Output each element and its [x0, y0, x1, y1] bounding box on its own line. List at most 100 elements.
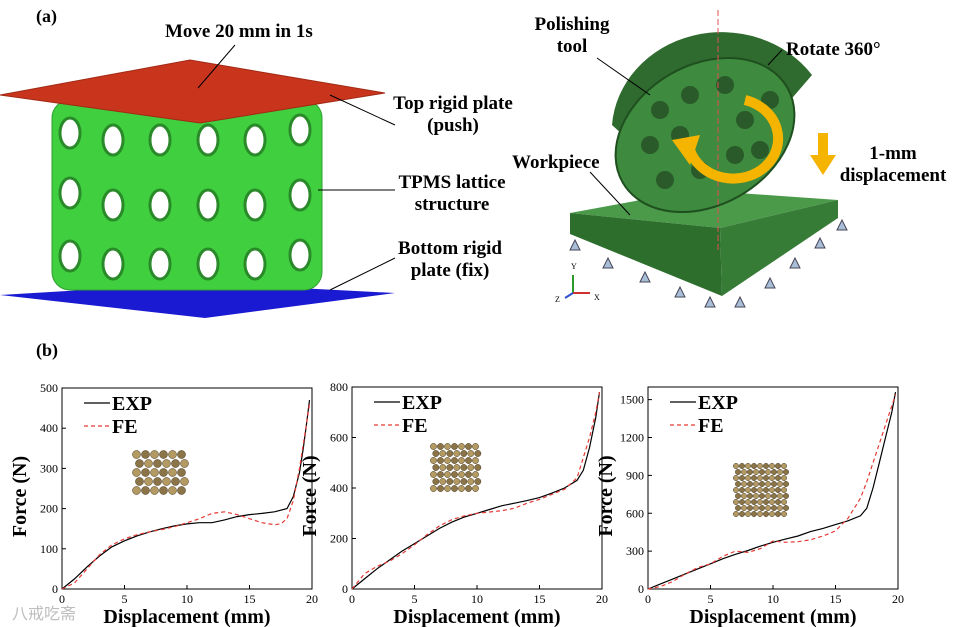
x-tick-label: 5 — [708, 592, 714, 606]
lattice-cell — [460, 450, 468, 457]
x-tick-label: 15 — [534, 592, 546, 606]
lattice-cell — [465, 457, 472, 464]
x-tick-label: 10 — [181, 592, 193, 606]
lattice-cell — [775, 463, 781, 469]
lattice-cell — [741, 469, 747, 475]
lattice-cell — [783, 469, 789, 475]
lattice-cell — [474, 478, 482, 485]
lattice-cell — [765, 505, 771, 511]
lattice-cell — [745, 499, 751, 505]
lattice-cell — [444, 485, 451, 492]
lattice-cell — [177, 468, 186, 477]
lattice-cell — [765, 469, 771, 475]
bottom-plate-label: Bottom rigid plate (fix) — [398, 238, 502, 281]
lattice-cell — [769, 475, 775, 481]
lattice-cell — [781, 487, 787, 493]
lattice-cell — [775, 499, 781, 505]
series-line-exp — [61, 400, 311, 590]
legend-label-fe: FE — [698, 415, 724, 437]
legend-label-exp: EXP — [402, 392, 442, 414]
lattice-cell — [753, 505, 759, 511]
y-tick-label: 600 — [626, 506, 644, 520]
y-tick-label: 200 — [330, 532, 348, 546]
lattice-cell — [751, 511, 757, 517]
x-tick-label: 0 — [59, 592, 65, 606]
lattice-cell — [753, 481, 759, 487]
lattice-cell — [153, 459, 162, 468]
lattice-cell — [430, 485, 437, 492]
watermark: 八戒吃斋 — [12, 604, 77, 623]
series-line-exp — [351, 392, 601, 590]
lattice-cell — [745, 487, 751, 493]
lattice-cell — [735, 505, 741, 511]
panel-a-illustration: Y Z X — [0, 10, 848, 318]
lattice-cell — [430, 457, 437, 464]
lattice-cell — [467, 478, 475, 485]
svg-text:Z: Z — [555, 295, 560, 304]
lattice-cell — [771, 469, 777, 475]
series-line-fe — [351, 391, 601, 590]
lattice-cell — [159, 486, 168, 495]
svg-text:Y: Y — [571, 262, 577, 271]
lattice-cell — [781, 511, 787, 517]
lattice-cell — [757, 463, 763, 469]
lattice-cell — [735, 481, 741, 487]
lattice-cell — [747, 493, 753, 499]
lattice-cell — [150, 486, 159, 495]
lattice-cell — [759, 505, 765, 511]
y-tick-label: 0 — [342, 582, 348, 596]
lattice-cell — [777, 505, 783, 511]
displacement-label: 1-mm displacement — [839, 143, 947, 186]
lattice-cell — [747, 505, 753, 511]
lattice-cell — [177, 450, 186, 459]
lattice-cell — [775, 487, 781, 493]
lattice-cell — [430, 471, 437, 478]
lattice-cell — [439, 478, 447, 485]
panel-a-tag: (a) — [36, 6, 57, 26]
lattice-cell — [458, 471, 465, 478]
y-axis-title: Force (N) — [595, 455, 617, 536]
lattice-cell — [753, 469, 759, 475]
series-line-fe — [61, 404, 311, 590]
lattice-cell — [753, 493, 759, 499]
y-tick-label: 0 — [52, 582, 58, 596]
lattice-cell — [444, 457, 451, 464]
lattice-cell — [168, 450, 177, 459]
lattice-cell — [733, 463, 739, 469]
lattice-cell — [745, 463, 751, 469]
lattice-cell — [769, 499, 775, 505]
x-tick-label: 5 — [122, 592, 128, 606]
lattice-cell — [439, 450, 447, 457]
move-label: Move 20 mm in 1s — [165, 21, 313, 42]
lattice-cell — [751, 463, 757, 469]
lattice-cell — [465, 471, 472, 478]
lattice-cell — [777, 469, 783, 475]
lattice-cell — [783, 481, 789, 487]
legend-label-exp: EXP — [112, 393, 152, 415]
lattice-cell — [444, 471, 451, 478]
lattice-cell — [159, 450, 168, 459]
tpms-lattice — [51, 99, 323, 291]
y-axis-title: Force (N) — [9, 456, 31, 537]
legend-label-exp: EXP — [698, 392, 738, 414]
lattice-cell — [171, 459, 180, 468]
coordinate-triad: Y Z X — [555, 262, 600, 304]
lattice-cell — [775, 475, 781, 481]
lattice-cell — [781, 463, 787, 469]
lattice-cube-inset — [733, 463, 789, 517]
legend-label-fe: FE — [112, 416, 138, 438]
lattice-cell — [733, 475, 739, 481]
x-tick-label: 5 — [412, 592, 418, 606]
x-tick-label: 20 — [596, 592, 608, 606]
lattice-cell — [474, 450, 482, 457]
y-tick-label: 0 — [638, 582, 644, 596]
lattice-cell — [451, 457, 458, 464]
x-tick-label: 20 — [892, 592, 904, 606]
lattice-cell — [763, 499, 769, 505]
lattice-cell — [135, 477, 144, 486]
lattice-cell — [144, 477, 153, 486]
y-tick-label: 400 — [40, 421, 58, 435]
x-tick-label: 20 — [306, 592, 318, 606]
lattice-cell — [150, 450, 159, 459]
